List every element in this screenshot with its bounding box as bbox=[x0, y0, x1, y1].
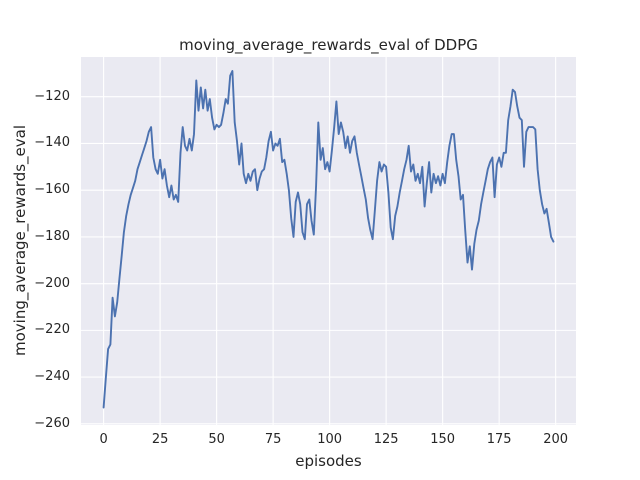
y-tick-label: −260 bbox=[34, 415, 70, 431]
x-tick-label: 150 bbox=[430, 432, 456, 447]
x-tick-label: 100 bbox=[317, 432, 343, 447]
y-tick-label: −160 bbox=[34, 182, 70, 198]
y-tick-label: −120 bbox=[34, 88, 70, 104]
chart-title: moving_average_rewards_eval of DDPG bbox=[179, 36, 478, 54]
x-axis-label: episodes bbox=[295, 452, 362, 470]
x-tick-label: 125 bbox=[373, 432, 399, 447]
y-tick-label: −240 bbox=[34, 369, 70, 385]
y-tick-label: −140 bbox=[34, 135, 70, 151]
x-tick-label: 200 bbox=[543, 432, 569, 447]
y-tick-label: −180 bbox=[34, 228, 70, 244]
x-tick-label: 0 bbox=[99, 432, 108, 447]
x-tick-label: 50 bbox=[208, 432, 225, 447]
plot-area bbox=[81, 57, 576, 425]
y-tick-label: −200 bbox=[34, 275, 70, 291]
x-tick-label: 75 bbox=[264, 432, 282, 447]
reward-line bbox=[102, 70, 555, 409]
x-tick-label: 25 bbox=[151, 432, 169, 447]
y-tick-label: −220 bbox=[34, 322, 70, 338]
x-tick-label: 175 bbox=[486, 432, 512, 447]
